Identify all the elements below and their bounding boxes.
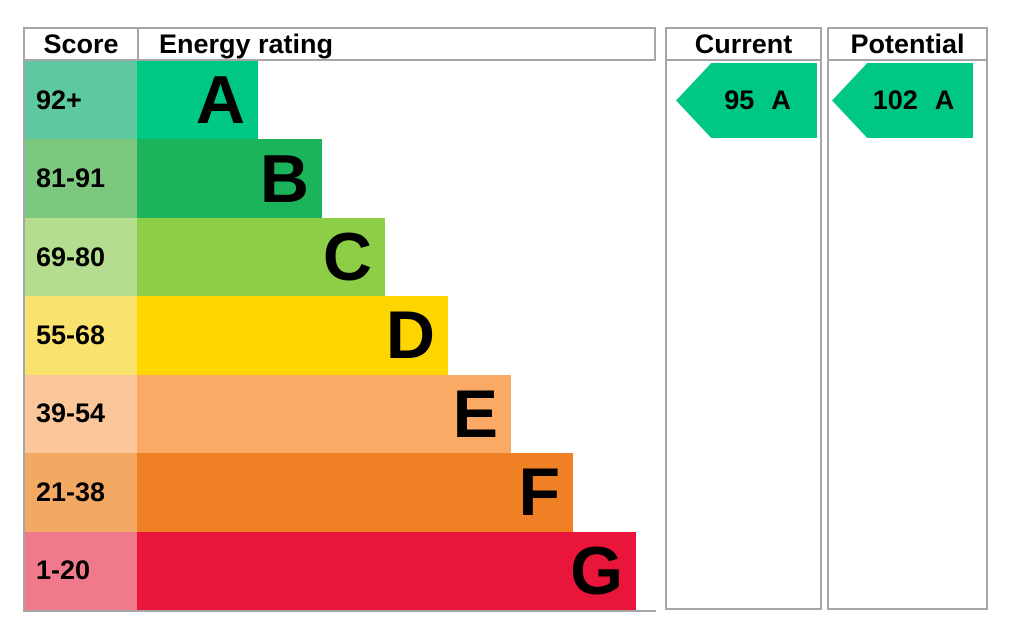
score-column-header: Score <box>25 29 139 59</box>
score-range: 69-80 <box>25 217 137 297</box>
score-range: 81-91 <box>25 139 137 218</box>
band-bar-c: C <box>137 217 385 297</box>
current-rating-letter: A <box>771 85 791 115</box>
band-bar-a: A <box>137 61 258 140</box>
potential-column-header: Potential <box>829 29 986 61</box>
band-bar-e: E <box>137 374 511 454</box>
score-range: 1-20 <box>25 531 137 610</box>
band-rows: 92+ A 81-91 B 69-80 C 55-68 D 39-54 E 21-38 F 1-20 G <box>23 61 656 612</box>
band-bar-b: B <box>137 139 322 218</box>
energy-rating-column-header: Energy rating <box>159 28 334 59</box>
band-letter: B <box>259 140 309 217</box>
potential-score: 102 <box>872 85 918 115</box>
band-letter: C <box>322 219 372 296</box>
potential-rating-arrow: 102 A <box>832 63 973 138</box>
score-range: 92+ <box>25 61 137 140</box>
current-score: 95 <box>724 85 755 115</box>
potential-rating-letter: A <box>934 85 955 115</box>
score-range: 21-38 <box>25 453 137 532</box>
band-row-b: 81-91 B <box>25 139 656 218</box>
band-row-a: 92+ A <box>25 61 656 140</box>
band-letter: G <box>570 532 623 609</box>
band-bar-d: D <box>137 296 448 375</box>
band-letter: A <box>195 62 245 139</box>
band-row-g: 1-20 G <box>25 531 656 610</box>
current-rating-arrow: 95 A <box>676 63 817 138</box>
score-range: 55-68 <box>25 296 137 375</box>
band-letter: E <box>452 375 498 452</box>
band-row-d: 55-68 D <box>25 296 656 375</box>
score-range: 39-54 <box>25 374 137 454</box>
band-row-e: 39-54 E <box>25 374 656 454</box>
band-bar-f: F <box>137 453 573 532</box>
left-table-header: Score Energy rating <box>23 27 656 61</box>
band-bar-g: G <box>137 531 636 610</box>
band-letter: D <box>385 297 435 374</box>
band-letter: F <box>518 454 560 531</box>
band-row-c: 69-80 C <box>25 217 656 297</box>
current-column-header: Current <box>667 29 820 61</box>
band-row-f: 21-38 F <box>25 453 656 532</box>
